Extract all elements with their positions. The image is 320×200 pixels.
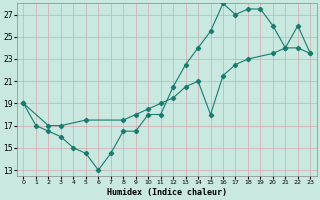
X-axis label: Humidex (Indice chaleur): Humidex (Indice chaleur) <box>107 188 227 197</box>
